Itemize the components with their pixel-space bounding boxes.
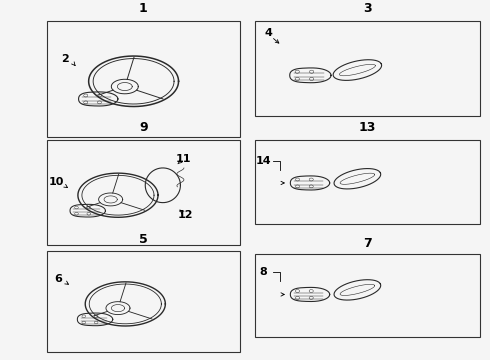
Text: 11: 11 [176,154,191,164]
Text: 7: 7 [363,237,371,249]
Text: 10: 10 [48,177,64,187]
Text: 3: 3 [363,2,371,15]
Text: 2: 2 [61,54,69,64]
Bar [47,251,240,352]
Text: 1: 1 [139,2,148,15]
Text: 13: 13 [359,121,376,134]
Text: 14: 14 [256,156,271,166]
Text: 9: 9 [139,121,147,134]
Bar [255,254,480,337]
Text: 5: 5 [139,233,148,246]
Bar [47,21,240,137]
Bar [47,140,240,246]
Text: 12: 12 [178,210,193,220]
Bar [255,140,480,224]
Text: 6: 6 [54,274,62,284]
Bar [255,21,480,116]
Text: 8: 8 [260,267,268,277]
Text: 4: 4 [264,28,272,37]
